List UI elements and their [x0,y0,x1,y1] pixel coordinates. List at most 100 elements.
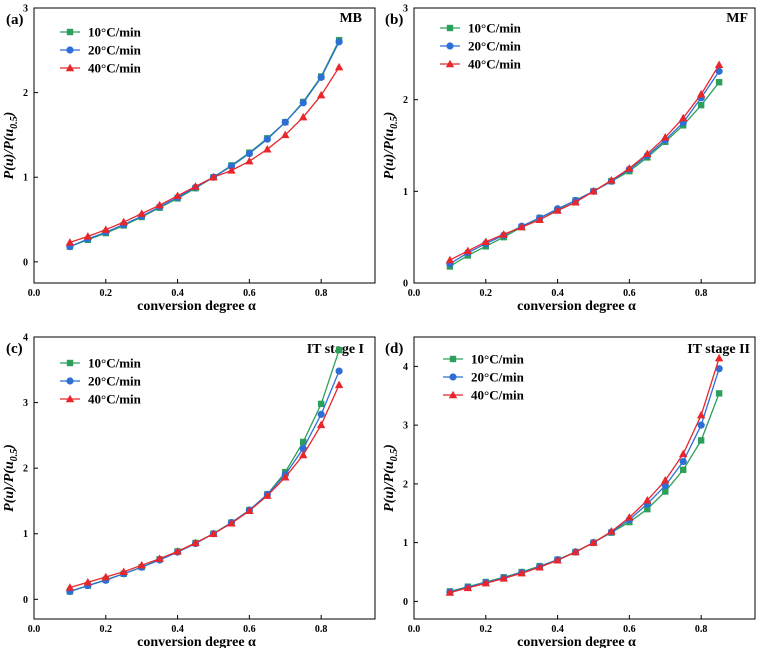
y-axis-label-main: P(u)/P(u [382,461,397,512]
data-point [589,538,598,546]
panel-title: IT stage II [687,342,750,357]
data-point [517,568,526,577]
series-line [449,358,720,594]
data-point [335,38,343,46]
legend-entry: 20°C/min [440,39,522,54]
data-point [335,367,343,375]
series-circle [446,67,723,268]
data-point [101,225,110,233]
legend-label: 10°C/min [471,352,525,367]
legend-label: 40°C/min [88,61,142,76]
data-point [697,437,705,444]
panel-c: 0.0 0.2 0.4 0.6 0.8 0 1 2 3 4 conversion degree α P… [2,333,376,648]
y-tick-label: 2 [403,95,408,106]
series-line [69,384,340,589]
panel-label: (d) [385,341,403,357]
y-tick-label: 3 [23,4,28,15]
series-line [449,393,720,593]
data-point [644,505,651,513]
y-axis-label: P(u)/P(u0.5) [382,444,400,512]
data-point [607,527,616,535]
x-tick-label: 0.8 [315,288,328,299]
data-point [571,198,580,206]
y-axis-label-main: P(u)/P(u [2,461,17,512]
data-point [445,255,455,264]
x-tick-label: 0.4 [171,288,184,299]
series-line [69,66,340,244]
data-point [299,112,308,121]
legend-marker [446,42,454,50]
legend-entry: 40°C/min [60,392,142,407]
legend-entry: 20°C/min [443,370,525,385]
legend-label: 20°C/min [471,370,525,385]
legend-label: 40°C/min [468,57,522,72]
panel-b: 0.0 0.2 0.4 0.6 0.8 0 1 2 3 conversion degree α P(… [382,4,756,314]
legend-marker [445,59,455,68]
series-triangle [445,353,724,596]
data-point [209,529,218,537]
legend-marker [66,359,74,367]
data-point [571,547,580,556]
data-point [335,346,343,354]
legend-label: 20°C/min [88,374,142,389]
data-point [715,79,723,86]
data-point [643,496,652,504]
y-tick-label: 3 [403,421,408,432]
legend-label: 10°C/min [88,25,142,40]
data-point [499,574,508,582]
x-tick-label: 0.4 [551,624,564,635]
x-tick-label: 0.8 [695,624,708,635]
data-point [535,563,544,571]
x-tick-label: 0.2 [100,288,113,299]
data-point [173,191,182,200]
data-point [191,182,200,190]
legend-marker [66,377,74,385]
data-point [317,410,325,418]
x-tick-label: 0.2 [480,288,493,299]
data-point [137,560,146,569]
data-point [227,518,236,527]
data-point [553,206,562,214]
series-triangle [65,380,344,591]
series-triangle [65,62,344,246]
data-point [481,578,490,587]
x-tick-label: 0.0 [408,288,421,299]
legend-entry: 40°C/min [440,57,522,72]
data-point [281,473,290,481]
y-tick-label: 4 [23,333,28,344]
legend-entry: 40°C/min [60,61,142,76]
legend-entry: 20°C/min [60,374,142,389]
legend: 10°C/min 20°C/min 40°C/min [443,352,525,403]
x-tick-label: 0.8 [695,288,708,299]
data-point [625,164,634,172]
data-point [714,353,724,362]
y-axis-label-main: P(u)/P(u [382,129,397,180]
data-point [661,132,670,141]
data-point [334,62,344,71]
y-tick-label: 2 [23,464,28,475]
data-point [714,60,724,69]
series-triangle [445,60,724,264]
data-point [662,488,669,495]
panel-label: (b) [385,12,403,28]
data-point [680,466,687,473]
series-line [449,64,720,261]
legend-label: 10°C/min [88,356,142,371]
x-tick-label: 0.0 [408,624,421,635]
data-point [697,421,705,429]
legend-marker [66,46,74,54]
legend-label: 10°C/min [468,21,522,36]
data-point [245,156,254,165]
y-axis-label-close: ) [2,112,17,119]
y-tick-label: 0 [403,279,408,290]
series-line [449,70,720,265]
plot-frame [413,7,756,284]
y-axis-label-subscript: 0.5 [9,449,20,462]
legend-marker [446,24,454,32]
data-point [517,222,526,231]
data-point [281,118,289,126]
data-point [679,457,687,466]
data-point [263,135,271,143]
legend: 10°C/min 20°C/min 40°C/min [440,21,522,72]
data-point [281,130,290,139]
